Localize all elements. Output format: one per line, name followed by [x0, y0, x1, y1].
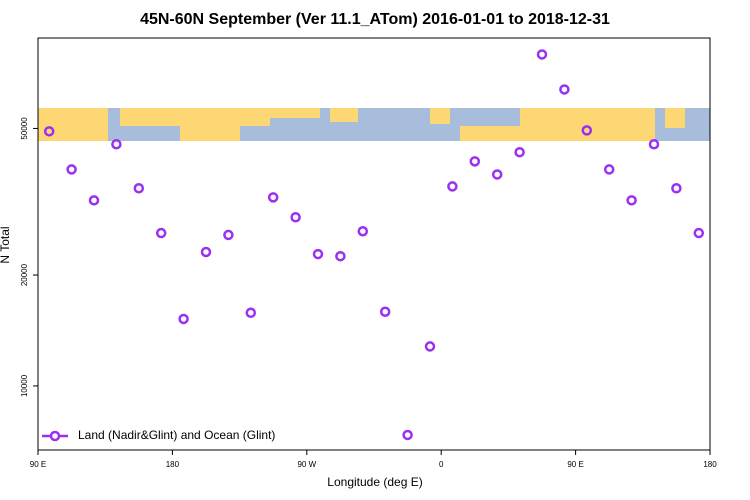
point [335, 250, 346, 262]
point [290, 212, 301, 223]
point [491, 169, 503, 180]
point [245, 307, 257, 318]
point [178, 313, 189, 325]
x-axis-label: Longitude (deg E) [327, 475, 422, 489]
point [379, 306, 391, 317]
point [447, 181, 458, 192]
point [469, 156, 481, 167]
x-tick-label: 0 [439, 460, 444, 469]
point [155, 227, 167, 239]
y-tick-label: 10000 [20, 374, 29, 397]
point [559, 84, 570, 95]
x-tick-label: 90 E [30, 460, 46, 469]
plot-frame [37, 37, 711, 451]
map-strip [38, 108, 710, 141]
point [648, 138, 660, 150]
point [133, 183, 145, 194]
point [671, 183, 682, 194]
x-tick-label: 180 [703, 460, 717, 469]
y-tick-label: 50000 [20, 117, 29, 140]
x-tick-label: 90 E [567, 460, 583, 469]
x-tick-label: 180 [166, 460, 180, 469]
point [402, 429, 413, 441]
point [43, 126, 55, 137]
point [693, 227, 705, 239]
point [357, 225, 369, 237]
x-tick-label: 90 W [297, 460, 316, 469]
point [267, 192, 279, 203]
point [536, 49, 548, 60]
y-tick-label: 20000 [20, 263, 29, 286]
legend-label: Land (Nadir&Glint) and Ocean (Glint) [78, 428, 275, 442]
y-axis-label: N Total [0, 226, 12, 263]
point [603, 164, 615, 175]
point [424, 341, 436, 352]
point [581, 125, 593, 136]
point [626, 195, 637, 206]
point [111, 138, 122, 150]
chart-title: 45N-60N September (Ver 11.1_ATom) 2016-0… [140, 11, 610, 28]
point [200, 246, 212, 258]
point [66, 164, 77, 175]
point [312, 248, 324, 260]
point [223, 229, 234, 241]
legend-marker [49, 430, 61, 442]
point [88, 195, 100, 206]
point [514, 146, 525, 158]
